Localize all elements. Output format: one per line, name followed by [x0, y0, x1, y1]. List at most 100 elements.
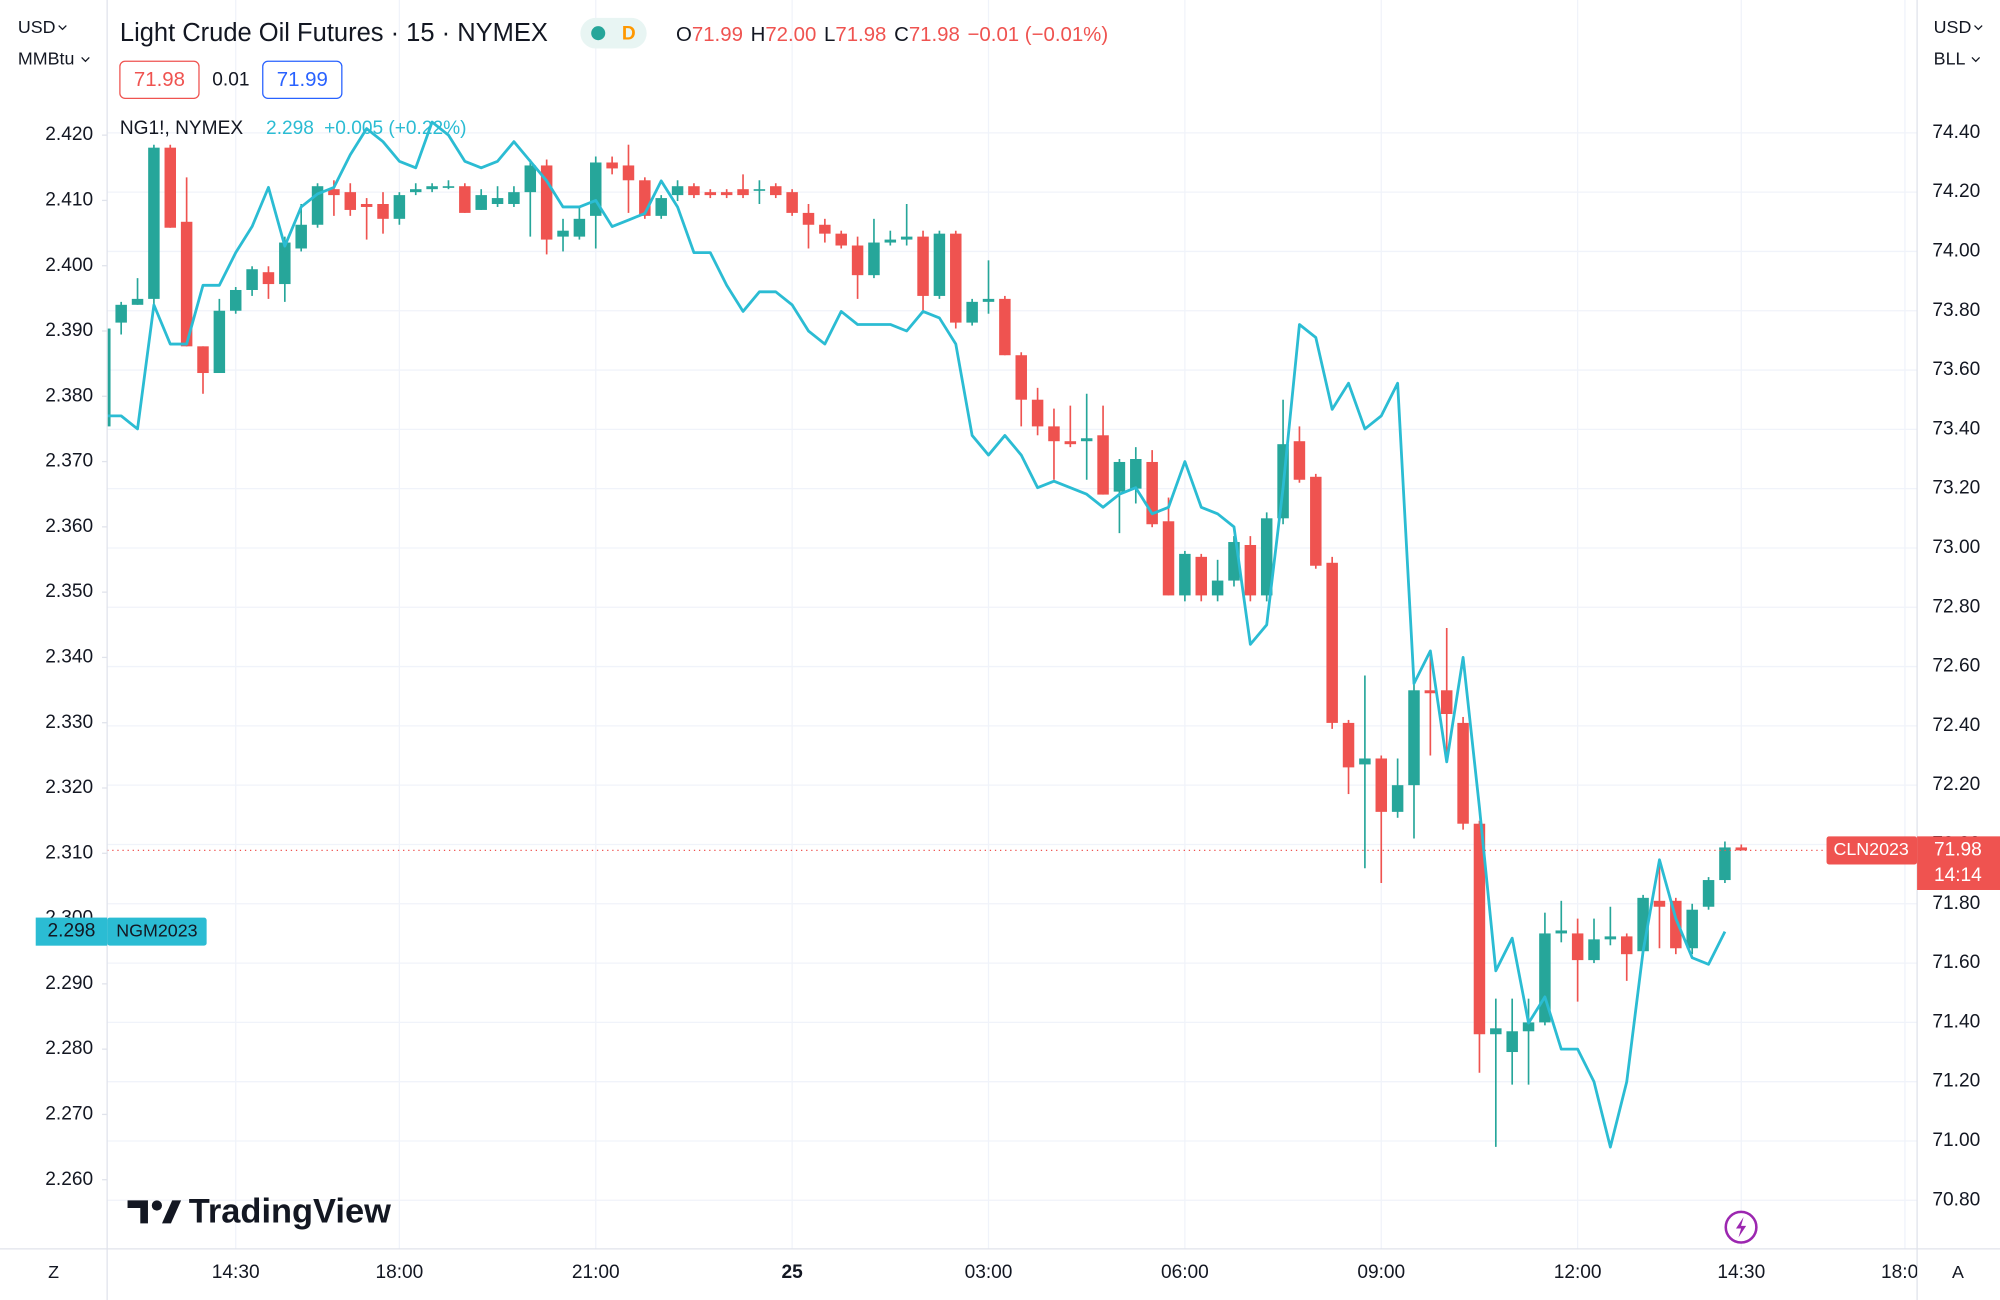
y2-tick-label: 2.360	[45, 516, 93, 537]
y-tick-label: 72.80	[1932, 596, 1980, 617]
candle-body	[1555, 930, 1568, 934]
candle-body	[491, 198, 504, 205]
x-tick-label: 12:00	[1554, 1262, 1602, 1283]
ohlc-label: C	[894, 24, 909, 46]
chevron[interactable]	[81, 57, 90, 63]
y2-tick-label: 2.280	[45, 1038, 93, 1059]
candle-body	[279, 242, 291, 285]
logo-part	[151, 1200, 162, 1211]
symbol-badge	[1826, 836, 1918, 865]
y2-tick-label: 2.370	[45, 451, 93, 472]
candle-body	[1604, 936, 1617, 940]
right-currency[interactable]: USD	[1934, 17, 1972, 37]
chart-title: Light Crude Oil Futures · 15 · NYMEX	[120, 19, 548, 47]
candle-body	[1146, 461, 1158, 525]
ohlc-value: 71.98	[835, 24, 886, 46]
candle-body	[1588, 939, 1600, 961]
auto-scale-button[interactable]: A	[1952, 1262, 1964, 1282]
candle-body	[982, 298, 995, 302]
y-tick-label: 73.40	[1932, 418, 1980, 439]
candle-body	[1571, 933, 1584, 961]
candle-body	[344, 192, 357, 210]
candle-body	[1130, 459, 1142, 489]
candle-body	[851, 245, 864, 276]
right-unit[interactable]: BLL	[1934, 49, 1966, 69]
x-tick-label: 14:30	[212, 1262, 260, 1283]
candle-body	[1293, 441, 1306, 480]
candle-body	[1211, 580, 1224, 596]
candle-body	[1326, 562, 1338, 723]
chevron[interactable]	[58, 25, 67, 31]
y2-tick-label: 2.420	[45, 124, 93, 145]
candle-body	[900, 236, 913, 240]
candle-body	[1342, 722, 1355, 768]
candle-body	[1195, 556, 1207, 596]
candle-body	[213, 310, 226, 374]
candle-body	[557, 230, 569, 237]
y-tick-label: 73.00	[1932, 537, 1980, 558]
candle-body	[1359, 758, 1371, 765]
candle-body	[1506, 1031, 1518, 1053]
y2-tick-label: 2.340	[45, 646, 93, 667]
left-currency[interactable]: USD	[18, 17, 56, 37]
y-tick-label: 74.00	[1932, 241, 1980, 262]
candle-body	[442, 186, 455, 188]
candle-body	[475, 195, 487, 210]
candle-body	[1719, 847, 1731, 881]
candle-body	[1686, 909, 1698, 949]
y-tick-label: 72.60	[1932, 656, 1980, 677]
y2-tick-label: 2.260	[45, 1169, 93, 1190]
candle-body	[819, 224, 831, 234]
candle-body	[884, 239, 897, 243]
status-pill	[580, 17, 647, 49]
candle-body	[966, 301, 978, 323]
bid-box[interactable]	[119, 60, 200, 99]
candle-body	[131, 298, 144, 305]
ohlc-change: −0.01 (−0.01%)	[968, 24, 1109, 46]
candle-body	[246, 269, 258, 290]
candle-body	[115, 304, 127, 323]
chevron[interactable]	[1971, 57, 1981, 63]
candle-body	[295, 224, 307, 249]
candle-body	[573, 218, 586, 237]
y2-tick-label: 2.330	[45, 712, 93, 733]
x-tick-label: 09:00	[1357, 1262, 1405, 1283]
candle-body	[1113, 461, 1126, 492]
bid-price[interactable]: 71.98	[134, 69, 185, 91]
ask-price[interactable]: 71.99	[277, 69, 328, 91]
candle-body	[524, 165, 537, 193]
candle-body	[1260, 518, 1273, 596]
overlay-legend: NG1!, NYMEX 2.298 +0.005 (+0.22%)	[120, 118, 467, 139]
alert-bolt[interactable]	[1735, 1216, 1747, 1238]
ohlc-label: L	[824, 24, 835, 46]
candle-body	[1620, 936, 1633, 955]
y2-tick-label: 2.320	[45, 777, 93, 798]
candle-body	[1162, 521, 1175, 596]
candle-body	[1702, 880, 1715, 907]
y-tick-label: 71.60	[1932, 952, 1980, 973]
candle-body	[164, 147, 177, 228]
zoom-button[interactable]: Z	[48, 1262, 59, 1282]
candle-body	[1391, 785, 1404, 812]
candle-body	[720, 192, 733, 196]
overlay-line	[107, 120, 1727, 1149]
candle-body	[786, 192, 798, 213]
price-badges: CLN2023 71.98 14:14 2.298 NGM2023	[35, 836, 2000, 946]
chevron[interactable]	[1974, 25, 1983, 31]
symbol-badge	[107, 917, 207, 946]
ask-box[interactable]	[262, 60, 343, 99]
candle-body	[328, 189, 340, 196]
candle-body	[1310, 476, 1322, 566]
watermark: TradingView	[127, 1192, 391, 1230]
candle-body	[835, 233, 847, 246]
candle-body	[1653, 900, 1666, 907]
candle-body	[917, 236, 929, 296]
y2-tick-label: 2.380	[45, 385, 93, 406]
x-tick-label: 18:00	[1881, 1262, 1929, 1283]
candle-body	[1375, 758, 1388, 812]
y-tick-label: 74.20	[1932, 181, 1980, 202]
candle-body	[606, 162, 618, 169]
candle-body	[753, 189, 766, 191]
left-unit[interactable]: MMBtu	[18, 49, 75, 69]
